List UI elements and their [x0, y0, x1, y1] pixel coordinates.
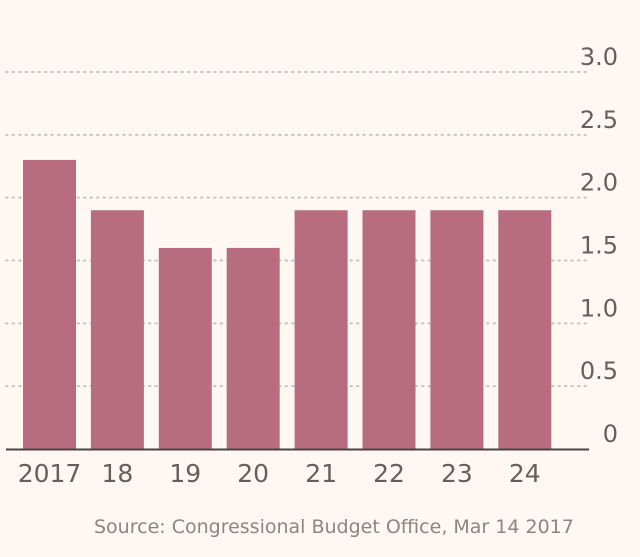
y-tick-label: 2.0 — [580, 169, 618, 197]
y-tick-label: 2.5 — [580, 106, 618, 134]
x-category-label: 2017 — [18, 459, 82, 488]
x-axis-category-labels: 2017 18 19 20 21 22 23 24 — [18, 459, 541, 488]
bar-2017 — [23, 159, 76, 449]
bar-20 — [226, 247, 280, 449]
bar-24 — [498, 210, 552, 449]
bars — [23, 159, 552, 449]
x-category-label: 22 — [373, 459, 405, 488]
y-tick-label: 1.5 — [580, 232, 618, 260]
y-tick-label: 0.5 — [580, 357, 618, 385]
bar-22 — [362, 210, 416, 449]
bar-19 — [158, 247, 212, 449]
y-tick-label: 0 — [603, 420, 618, 448]
source-note: Source: Congressional Budget Office, Mar… — [94, 516, 574, 538]
x-category-label: 19 — [169, 459, 201, 488]
y-tick-label: 1.0 — [580, 294, 618, 322]
y-tick-label: 3.0 — [580, 43, 618, 71]
x-category-label: 23 — [441, 459, 473, 488]
x-category-label: 20 — [237, 459, 269, 488]
y-axis-tick-labels: 0 0.5 1.0 1.5 2.0 2.5 3.0 — [580, 43, 618, 448]
bar-18 — [90, 210, 144, 449]
x-category-label: 18 — [101, 459, 133, 488]
x-category-label: 24 — [509, 459, 541, 488]
x-category-label: 21 — [305, 459, 337, 488]
bar-21 — [294, 210, 348, 449]
bar-23 — [430, 210, 484, 449]
